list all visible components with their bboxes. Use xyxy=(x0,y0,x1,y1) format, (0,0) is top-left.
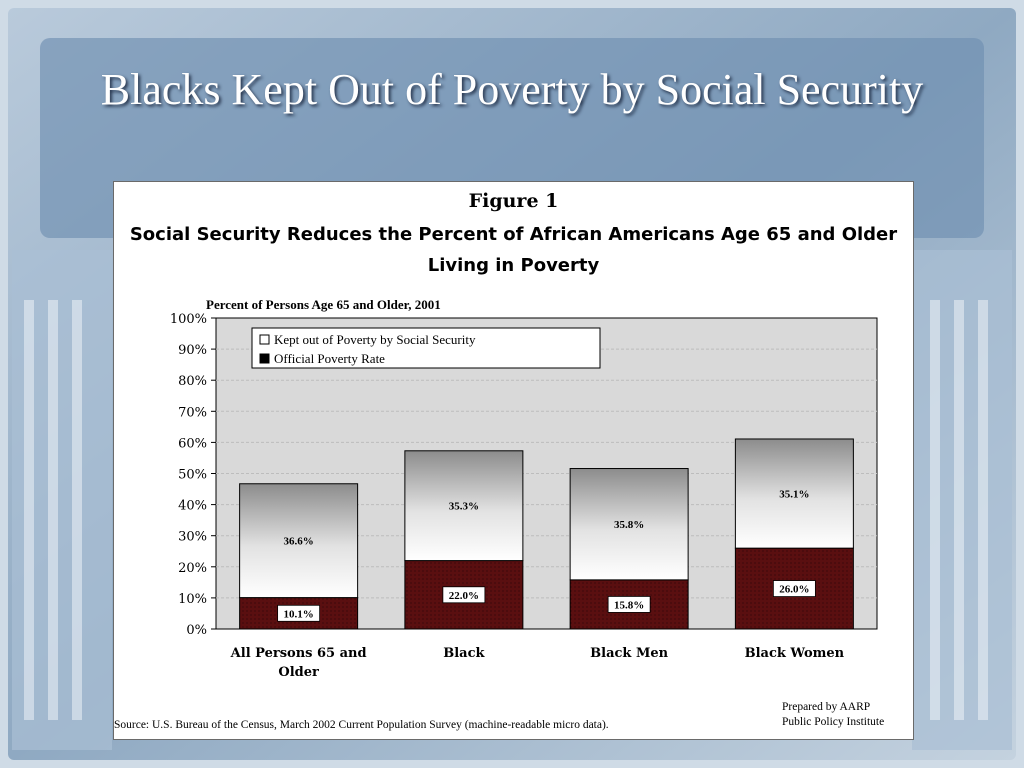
category-label: Black Women xyxy=(745,646,845,661)
legend: Kept out of Poverty by Social Security Of… xyxy=(251,327,601,369)
legend-swatch-kept-out xyxy=(259,334,270,345)
legend-label: Kept out of Poverty by Social Security xyxy=(274,332,476,347)
y-tick-label: 20% xyxy=(178,561,207,576)
legend-swatch-official-poverty xyxy=(259,353,270,364)
figure-label: Figure 1 xyxy=(468,190,559,212)
bar-kept-out-of-poverty xyxy=(569,468,689,581)
y-tick-label: 0% xyxy=(186,623,207,638)
legend-label: Official Poverty Rate xyxy=(274,351,385,366)
prepared-by-line: Prepared by AARP xyxy=(782,701,871,713)
data-label-official-poverty: 22.0% xyxy=(449,590,479,602)
data-label-kept-out: 35.8% xyxy=(614,519,644,531)
data-label-box xyxy=(607,596,651,613)
y-tick-label: 90% xyxy=(178,343,207,358)
chart-subtitle: Percent of Persons Age 65 and Older, 200… xyxy=(206,297,441,312)
bar-kept-out-of-poverty xyxy=(239,483,359,599)
slide-title: Blacks Kept Out of Poverty by Social Sec… xyxy=(100,65,924,114)
data-label-kept-out: 35.1% xyxy=(779,489,809,501)
data-label-box xyxy=(277,604,321,622)
y-tick-label: 60% xyxy=(178,436,207,451)
y-tick-label: 80% xyxy=(178,374,207,389)
legend-box xyxy=(251,327,601,369)
data-label-official-poverty: 10.1% xyxy=(284,608,314,620)
y-tick-label: 50% xyxy=(178,468,207,483)
data-label-box xyxy=(772,580,816,597)
y-tick-label: 40% xyxy=(178,499,207,514)
chart: Percent of Persons Age 65 and Older, 200… xyxy=(170,297,878,680)
prepared-by-line: Public Policy Institute xyxy=(782,716,885,728)
y-tick-label: 30% xyxy=(178,530,207,545)
chart-title: Social Security Reduces the Percent of A… xyxy=(129,224,898,276)
y-tick-label: 100% xyxy=(170,312,207,327)
y-tick-label: 10% xyxy=(178,592,207,607)
data-label-kept-out: 36.6% xyxy=(284,536,314,548)
prepared-by-note: Prepared by AARP Public Policy Institute xyxy=(782,700,910,730)
figure-panel: Figure 1 Social Security Reduces the Per… xyxy=(113,181,914,740)
data-label-official-poverty: 26.0% xyxy=(779,584,809,596)
data-label-kept-out: 35.3% xyxy=(449,501,479,513)
source-note: Source: U.S. Bureau of the Census, March… xyxy=(114,719,609,731)
bar-kept-out-of-poverty xyxy=(734,438,854,549)
category-label: All Persons 65 and Older xyxy=(230,646,367,680)
y-tick-label: 70% xyxy=(178,405,207,420)
data-label-box xyxy=(442,586,486,604)
bar-kept-out-of-poverty xyxy=(404,450,524,562)
data-label-official-poverty: 15.8% xyxy=(614,599,644,611)
category-label: Black Men xyxy=(590,646,668,661)
category-label: Black xyxy=(443,646,485,661)
